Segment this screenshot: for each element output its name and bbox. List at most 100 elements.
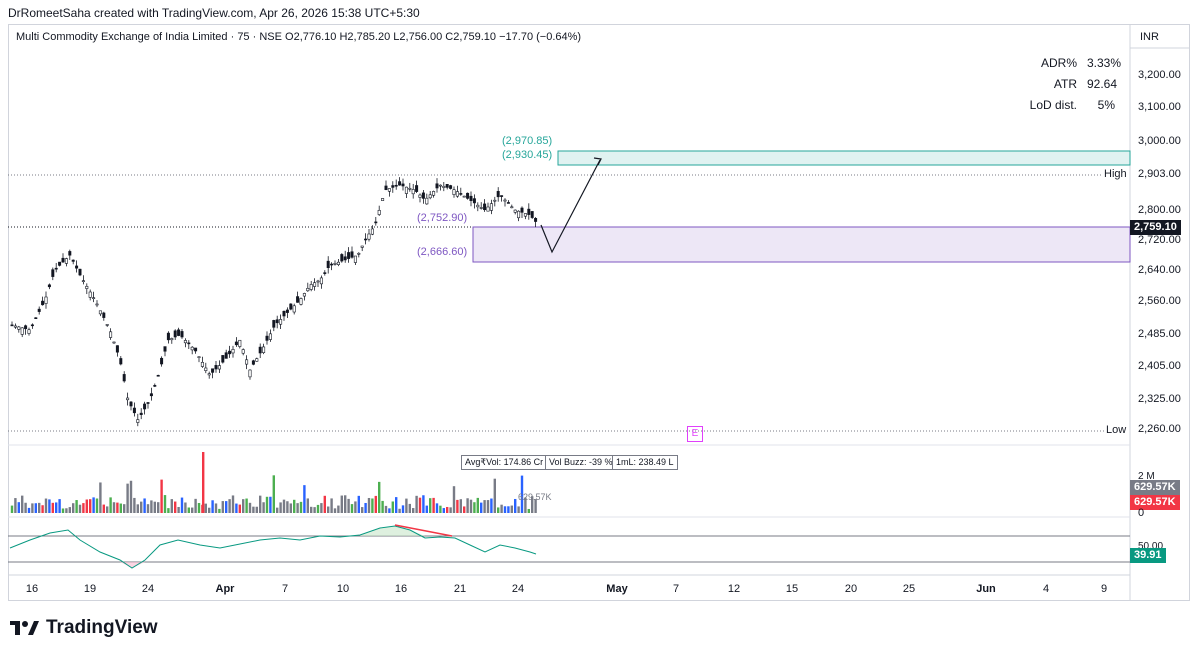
currency-label[interactable]: INR [1140,31,1159,43]
earnings-icon[interactable]: E [687,426,703,442]
volume-bar [89,499,92,513]
volume-bar [129,480,133,513]
candle-body [47,284,51,288]
volume-bar [102,504,105,513]
candle-body [534,218,538,222]
volume-bar [282,499,286,513]
volume-bar [150,500,153,513]
volume-bar [388,508,391,513]
symbol-name[interactable]: Multi Commodity Exchange of India Limite… [16,31,282,43]
volume-bar [109,497,112,513]
volume-bar [483,500,486,513]
volume-bar [146,504,150,513]
volume-bar [327,506,330,513]
osc-line[interactable] [9,525,537,569]
volume-bar [398,508,401,513]
candle-body [394,184,398,187]
last-price-tag: 2,759.10 [1130,220,1181,235]
candle-body [500,195,504,197]
upper-zone-bottom-label: (2,930.45) [502,149,553,161]
volume-series[interactable] [10,452,537,513]
high-value: H2,785.20 [339,31,391,43]
candle-body [459,193,463,195]
candle-body [350,251,354,258]
candle-body [367,233,371,240]
candle-body [197,356,201,358]
candle-body [272,320,276,328]
vol-buzz-box: Vol Buzz: -39 % [545,455,617,470]
candle-body [510,206,514,209]
candle-body [217,365,221,370]
candle-body [194,347,198,352]
volume-bar [85,499,88,513]
volume-bar [58,499,61,513]
candle-body [418,194,422,198]
stat-value: 3.33% [1087,56,1122,70]
volume-bar [333,508,337,513]
volume-bar [344,495,347,513]
volume-bar [429,498,432,513]
projection-path[interactable] [540,159,601,254]
candle-body [88,291,92,298]
candle-body [306,287,310,292]
candle-body [401,183,405,187]
volume-bar [524,497,527,513]
candle-body [411,189,415,195]
candle-body [398,181,402,186]
stat-label: ATR [1053,77,1077,91]
time-label: 7 [281,583,289,595]
volume-bar [473,502,476,513]
candlestick-series[interactable] [10,177,538,427]
candle-body [472,198,476,204]
lower-support-zone[interactable] [472,226,1131,263]
volume-bar [133,497,136,513]
divergence-line[interactable] [394,524,453,537]
volume-bar [320,503,323,513]
volume-bar [174,501,177,513]
price-label: 2,720.00 [1138,234,1181,246]
volume-bar [245,498,248,513]
candle-body [285,309,289,313]
volume-bar [238,504,241,513]
volume-bar [520,475,524,513]
candle-body [364,238,368,241]
lower-zone-top-label: (2,752.90) [417,212,468,224]
candle-body [61,257,65,263]
volume-bar [452,486,456,513]
candle-body [442,185,446,188]
candle-body [391,185,395,188]
volume-bar [371,498,374,513]
symbol-legend[interactable]: Multi Commodity Exchange of India Limite… [16,31,581,43]
volume-bar [262,502,265,513]
volume-bar [357,495,360,513]
volume-bar [378,481,381,513]
volume-bar [235,503,238,513]
volume-bar [340,495,343,513]
candle-body [166,332,170,341]
volume-bar [337,505,340,513]
candle-body [326,260,330,268]
volume-bar [41,505,44,513]
candle-body [384,185,388,190]
candle-body [68,251,72,256]
lower-zone-bottom-label: (2,666.60) [417,246,468,258]
upper-target-zone[interactable] [557,150,1131,166]
candle-body [187,342,191,345]
candle-body [245,359,249,365]
volume-bar [412,508,415,513]
vol-scale-label: 2 M [1138,471,1155,482]
volume-bar [493,478,496,513]
volume-bar [191,507,194,513]
candle-body [211,368,215,373]
candle-body [51,269,55,277]
volume-bar [449,507,452,513]
candle-body [323,272,327,274]
volume-bar [364,502,367,513]
price-label: 2,560.00 [1138,295,1181,307]
tradingview-logo[interactable]: TradingView [10,617,158,639]
volume-bar [160,479,163,513]
chart-frame[interactable] [8,24,1190,601]
volume-bar [17,502,20,513]
candle-body [438,184,442,187]
